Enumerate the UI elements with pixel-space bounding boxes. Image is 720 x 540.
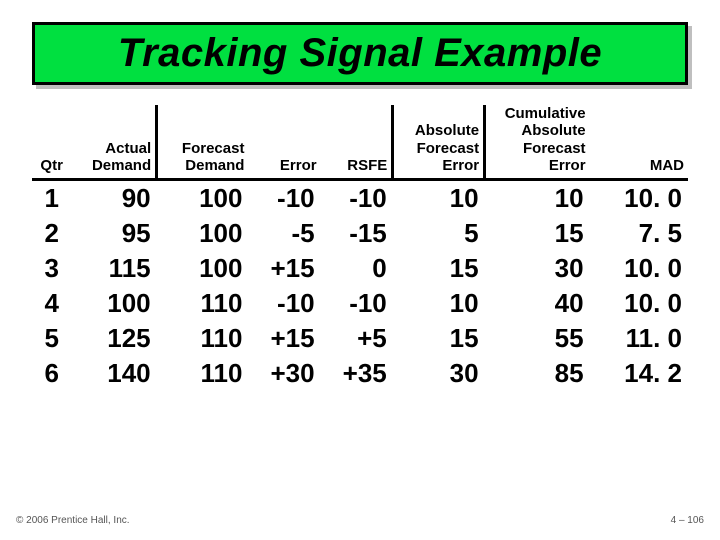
cell-cafe: 40 <box>485 286 590 321</box>
slide-title: Tracking Signal Example <box>45 31 675 76</box>
cell-mad: 10. 0 <box>590 286 688 321</box>
cell-cafe: 30 <box>485 251 590 286</box>
cell-qtr: 5 <box>32 321 71 356</box>
cell-forecast: 110 <box>157 321 249 356</box>
table-row: 5125110+15+5155511. 0 <box>32 321 688 356</box>
cell-forecast: 100 <box>157 180 249 217</box>
cell-cafe: 55 <box>485 321 590 356</box>
cell-qtr: 4 <box>32 286 71 321</box>
cell-rsfe: +5 <box>321 321 393 356</box>
col-rsfe: RSFE <box>321 105 393 180</box>
cell-error: -10 <box>248 180 320 217</box>
cell-error: +30 <box>248 356 320 391</box>
cell-forecast: 110 <box>157 286 249 321</box>
cell-qtr: 3 <box>32 251 71 286</box>
cell-mad: 11. 0 <box>590 321 688 356</box>
cell-actual: 125 <box>71 321 156 356</box>
title-box: Tracking Signal Example <box>32 22 688 85</box>
cell-rsfe: -15 <box>321 216 393 251</box>
cell-afe: 5 <box>393 216 485 251</box>
table-row: 4100110-10-10104010. 0 <box>32 286 688 321</box>
cell-afe: 30 <box>393 356 485 391</box>
col-forecast: ForecastDemand <box>157 105 249 180</box>
cell-actual: 95 <box>71 216 156 251</box>
cell-forecast: 100 <box>157 216 249 251</box>
cell-qtr: 2 <box>32 216 71 251</box>
cell-afe: 10 <box>393 286 485 321</box>
cell-mad: 14. 2 <box>590 356 688 391</box>
cell-forecast: 100 <box>157 251 249 286</box>
cell-afe: 15 <box>393 251 485 286</box>
table-row: 295100-5-155157. 5 <box>32 216 688 251</box>
col-actual: ActualDemand <box>71 105 156 180</box>
col-cafe: CumulativeAbsoluteForecastError <box>485 105 590 180</box>
cell-forecast: 110 <box>157 356 249 391</box>
cell-afe: 10 <box>393 180 485 217</box>
data-table: QtrActualDemandForecastDemandErrorRSFEAb… <box>32 105 688 391</box>
table-row: 6140110+30+35308514. 2 <box>32 356 688 391</box>
copyright: © 2006 Prentice Hall, Inc. <box>16 515 130 526</box>
cell-cafe: 15 <box>485 216 590 251</box>
cell-rsfe: 0 <box>321 251 393 286</box>
slide: Tracking Signal Example QtrActualDemandF… <box>0 0 720 540</box>
col-mad: MAD <box>590 105 688 180</box>
col-afe: AbsoluteForecastError <box>393 105 485 180</box>
cell-actual: 90 <box>71 180 156 217</box>
col-qtr: Qtr <box>32 105 71 180</box>
cell-cafe: 85 <box>485 356 590 391</box>
cell-actual: 100 <box>71 286 156 321</box>
table-header-row: QtrActualDemandForecastDemandErrorRSFEAb… <box>32 105 688 180</box>
cell-rsfe: +35 <box>321 356 393 391</box>
cell-mad: 7. 5 <box>590 216 688 251</box>
cell-actual: 140 <box>71 356 156 391</box>
cell-error: -10 <box>248 286 320 321</box>
table-row: 190100-10-10101010. 0 <box>32 180 688 217</box>
table-row: 3115100+150153010. 0 <box>32 251 688 286</box>
col-error: Error <box>248 105 320 180</box>
cell-actual: 115 <box>71 251 156 286</box>
cell-mad: 10. 0 <box>590 180 688 217</box>
slide-number: 4 – 106 <box>671 515 704 526</box>
cell-error: +15 <box>248 321 320 356</box>
cell-qtr: 1 <box>32 180 71 217</box>
cell-mad: 10. 0 <box>590 251 688 286</box>
cell-error: +15 <box>248 251 320 286</box>
cell-cafe: 10 <box>485 180 590 217</box>
cell-rsfe: -10 <box>321 180 393 217</box>
cell-qtr: 6 <box>32 356 71 391</box>
cell-rsfe: -10 <box>321 286 393 321</box>
cell-error: -5 <box>248 216 320 251</box>
cell-afe: 15 <box>393 321 485 356</box>
